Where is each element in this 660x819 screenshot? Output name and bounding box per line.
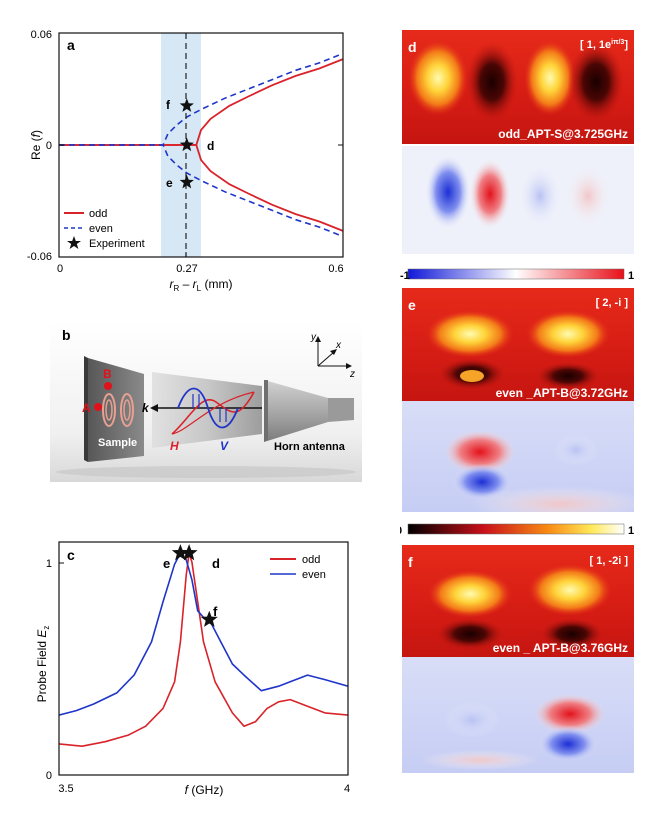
ytick-zero: 0 <box>46 140 52 152</box>
spectrum-odd <box>59 552 348 747</box>
c-annotation-f: f <box>213 604 218 619</box>
map-f-phase <box>402 657 634 773</box>
sample-label: Sample <box>98 437 137 449</box>
y-axis-label-a: Re (f) <box>29 130 43 160</box>
panel-letter-b: b <box>62 327 71 343</box>
k-label: k <box>142 401 150 415</box>
v-label: V <box>220 439 229 453</box>
point-b-marker <box>104 382 112 390</box>
series-odd-upper <box>59 58 343 146</box>
map-e-amplitude <box>402 288 634 401</box>
panel-letter-a: a <box>67 37 75 53</box>
ytick-top: 0.06 <box>31 29 52 41</box>
series-odd-lower <box>59 144 343 232</box>
y-axis-label-c: Probe Field Ez <box>35 626 51 703</box>
colorbar-amp-min: 0 <box>400 525 402 537</box>
annotation-f: f <box>166 98 171 112</box>
colorbar-phase-min: -1 <box>400 270 410 282</box>
panel-letter-d: d <box>408 39 417 55</box>
v-wave <box>177 387 239 429</box>
h-label: H <box>170 439 179 453</box>
c-ytick-one: 1 <box>46 558 52 570</box>
axis-y-label: y <box>310 332 317 343</box>
annotation-e: e <box>166 176 173 190</box>
map-f-tag: [ 1, -2i ] <box>589 555 628 567</box>
c-legend-odd-label: odd <box>302 554 320 566</box>
horn-antenna <box>264 380 354 442</box>
c-xtick-start: 3.5 <box>58 783 73 795</box>
point-a-marker <box>94 403 102 411</box>
legend-star-icon <box>67 236 81 249</box>
legend-experiment-label: Experiment <box>89 238 145 250</box>
colorbar-phase-max: 1 <box>628 270 634 282</box>
legend-odd-label: odd <box>89 208 107 220</box>
axis-x-label: x <box>335 340 342 351</box>
spectrum-star-e <box>171 544 189 561</box>
experiment-star-1 <box>179 137 194 152</box>
colorbar-phase <box>407 268 625 280</box>
map-e-phase <box>402 401 634 512</box>
colorbar-amplitude <box>407 523 625 535</box>
series-even-lower <box>59 144 343 238</box>
experiment-star-2 <box>179 174 194 189</box>
map-f-mode: even _ APT-B@3.76GHz <box>493 641 628 655</box>
annotation-d: d <box>207 139 214 153</box>
horn-label: Horn antenna <box>274 441 346 453</box>
c-xtick-end: 4 <box>344 783 350 795</box>
point-a-label: A <box>82 401 91 415</box>
colorbar-amp-max: 1 <box>628 525 634 537</box>
axis-z-label: z <box>349 369 355 380</box>
legend-even-label: even <box>89 223 113 235</box>
map-d-amplitude <box>402 30 634 144</box>
ytick-bottom: -0.06 <box>27 251 52 263</box>
spectrum-star-d <box>180 544 198 561</box>
spectrum-star-f <box>200 610 218 627</box>
c-annotation-e: e <box>163 556 170 571</box>
spectrum-even <box>59 552 348 716</box>
c-legend-even-label: even <box>302 569 326 581</box>
beam <box>152 372 262 448</box>
plot-frame-c <box>58 541 349 776</box>
panel-letter-e: e <box>408 297 416 313</box>
series-even-upper <box>59 52 343 146</box>
h-wave <box>171 391 255 435</box>
xtick-zero: 0 <box>57 263 63 275</box>
map-e-tag: [ 2, -i ] <box>596 297 629 309</box>
panel-letter-c: c <box>67 547 75 563</box>
point-b-label: B <box>103 367 112 381</box>
coordinate-axes <box>317 340 348 367</box>
c-annotation-d: d <box>212 556 220 571</box>
map-e-mode: even _APT-B@3.72GHz <box>496 386 628 400</box>
panel-letter-f: f <box>408 554 413 570</box>
x-axis-label-c: f (GHz) <box>185 783 224 797</box>
c-ytick-zero: 0 <box>46 770 52 782</box>
k-arrow-head-icon <box>150 404 158 412</box>
sample-plate <box>84 356 144 462</box>
panel-b-schematic: b A B Sample k H V Horn antenna y x z <box>50 322 362 482</box>
map-d-tag: [ 1, 1eiπ/3] <box>580 39 628 51</box>
x-axis-label-a: rR – rL (mm) <box>170 277 233 293</box>
map-f-amplitude <box>402 545 634 657</box>
xtick-mid: 0.27 <box>176 263 197 275</box>
panel-c-chart: c 1 0 3.5 4 f (GHz) Probe Field Ez e d f… <box>35 541 350 797</box>
xtick-end: 0.6 <box>328 263 343 275</box>
field-maps: d [ 1, 1eiπ/3] odd_APT-S@3.725GHz -1 1 e… <box>400 30 634 773</box>
experiment-star-0 <box>179 98 194 112</box>
map-d-phase <box>402 146 634 254</box>
map-d-mode: odd_APT-S@3.725GHz <box>498 127 628 141</box>
panel-a-chart: a 0.06 0 -0.06 0 0.27 0.6 rR – rL (mm) R… <box>27 29 344 293</box>
